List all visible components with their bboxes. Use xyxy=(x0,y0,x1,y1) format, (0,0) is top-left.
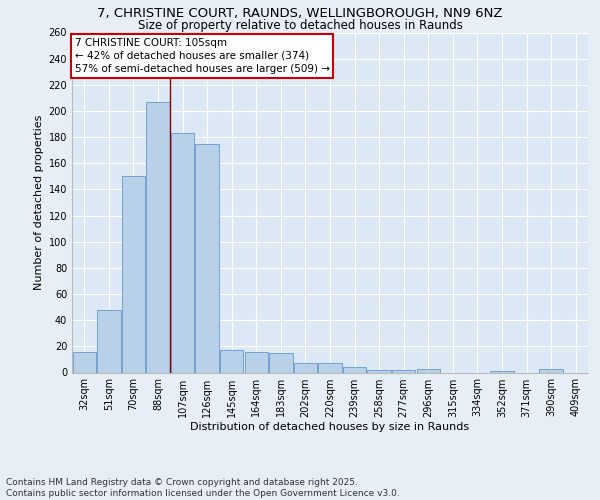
X-axis label: Distribution of detached houses by size in Raunds: Distribution of detached houses by size … xyxy=(190,422,470,432)
Bar xyxy=(171,133,194,372)
Bar xyxy=(73,352,96,372)
Text: Size of property relative to detached houses in Raunds: Size of property relative to detached ho… xyxy=(137,19,463,32)
Bar xyxy=(146,102,170,372)
Bar xyxy=(319,364,341,372)
Bar xyxy=(122,176,145,372)
Text: 7 CHRISTINE COURT: 105sqm
← 42% of detached houses are smaller (374)
57% of semi: 7 CHRISTINE COURT: 105sqm ← 42% of detac… xyxy=(74,38,329,74)
Bar xyxy=(490,371,514,372)
Text: Contains HM Land Registry data © Crown copyright and database right 2025.
Contai: Contains HM Land Registry data © Crown c… xyxy=(6,478,400,498)
Bar xyxy=(269,353,293,372)
Bar xyxy=(392,370,415,372)
Bar xyxy=(97,310,121,372)
Bar xyxy=(343,368,366,372)
Y-axis label: Number of detached properties: Number of detached properties xyxy=(34,115,44,290)
Bar xyxy=(539,368,563,372)
Bar xyxy=(196,144,219,372)
Bar xyxy=(220,350,244,372)
Text: 7, CHRISTINE COURT, RAUNDS, WELLINGBOROUGH, NN9 6NZ: 7, CHRISTINE COURT, RAUNDS, WELLINGBOROU… xyxy=(97,8,503,20)
Bar xyxy=(294,364,317,372)
Bar xyxy=(245,352,268,372)
Bar xyxy=(416,368,440,372)
Bar xyxy=(367,370,391,372)
